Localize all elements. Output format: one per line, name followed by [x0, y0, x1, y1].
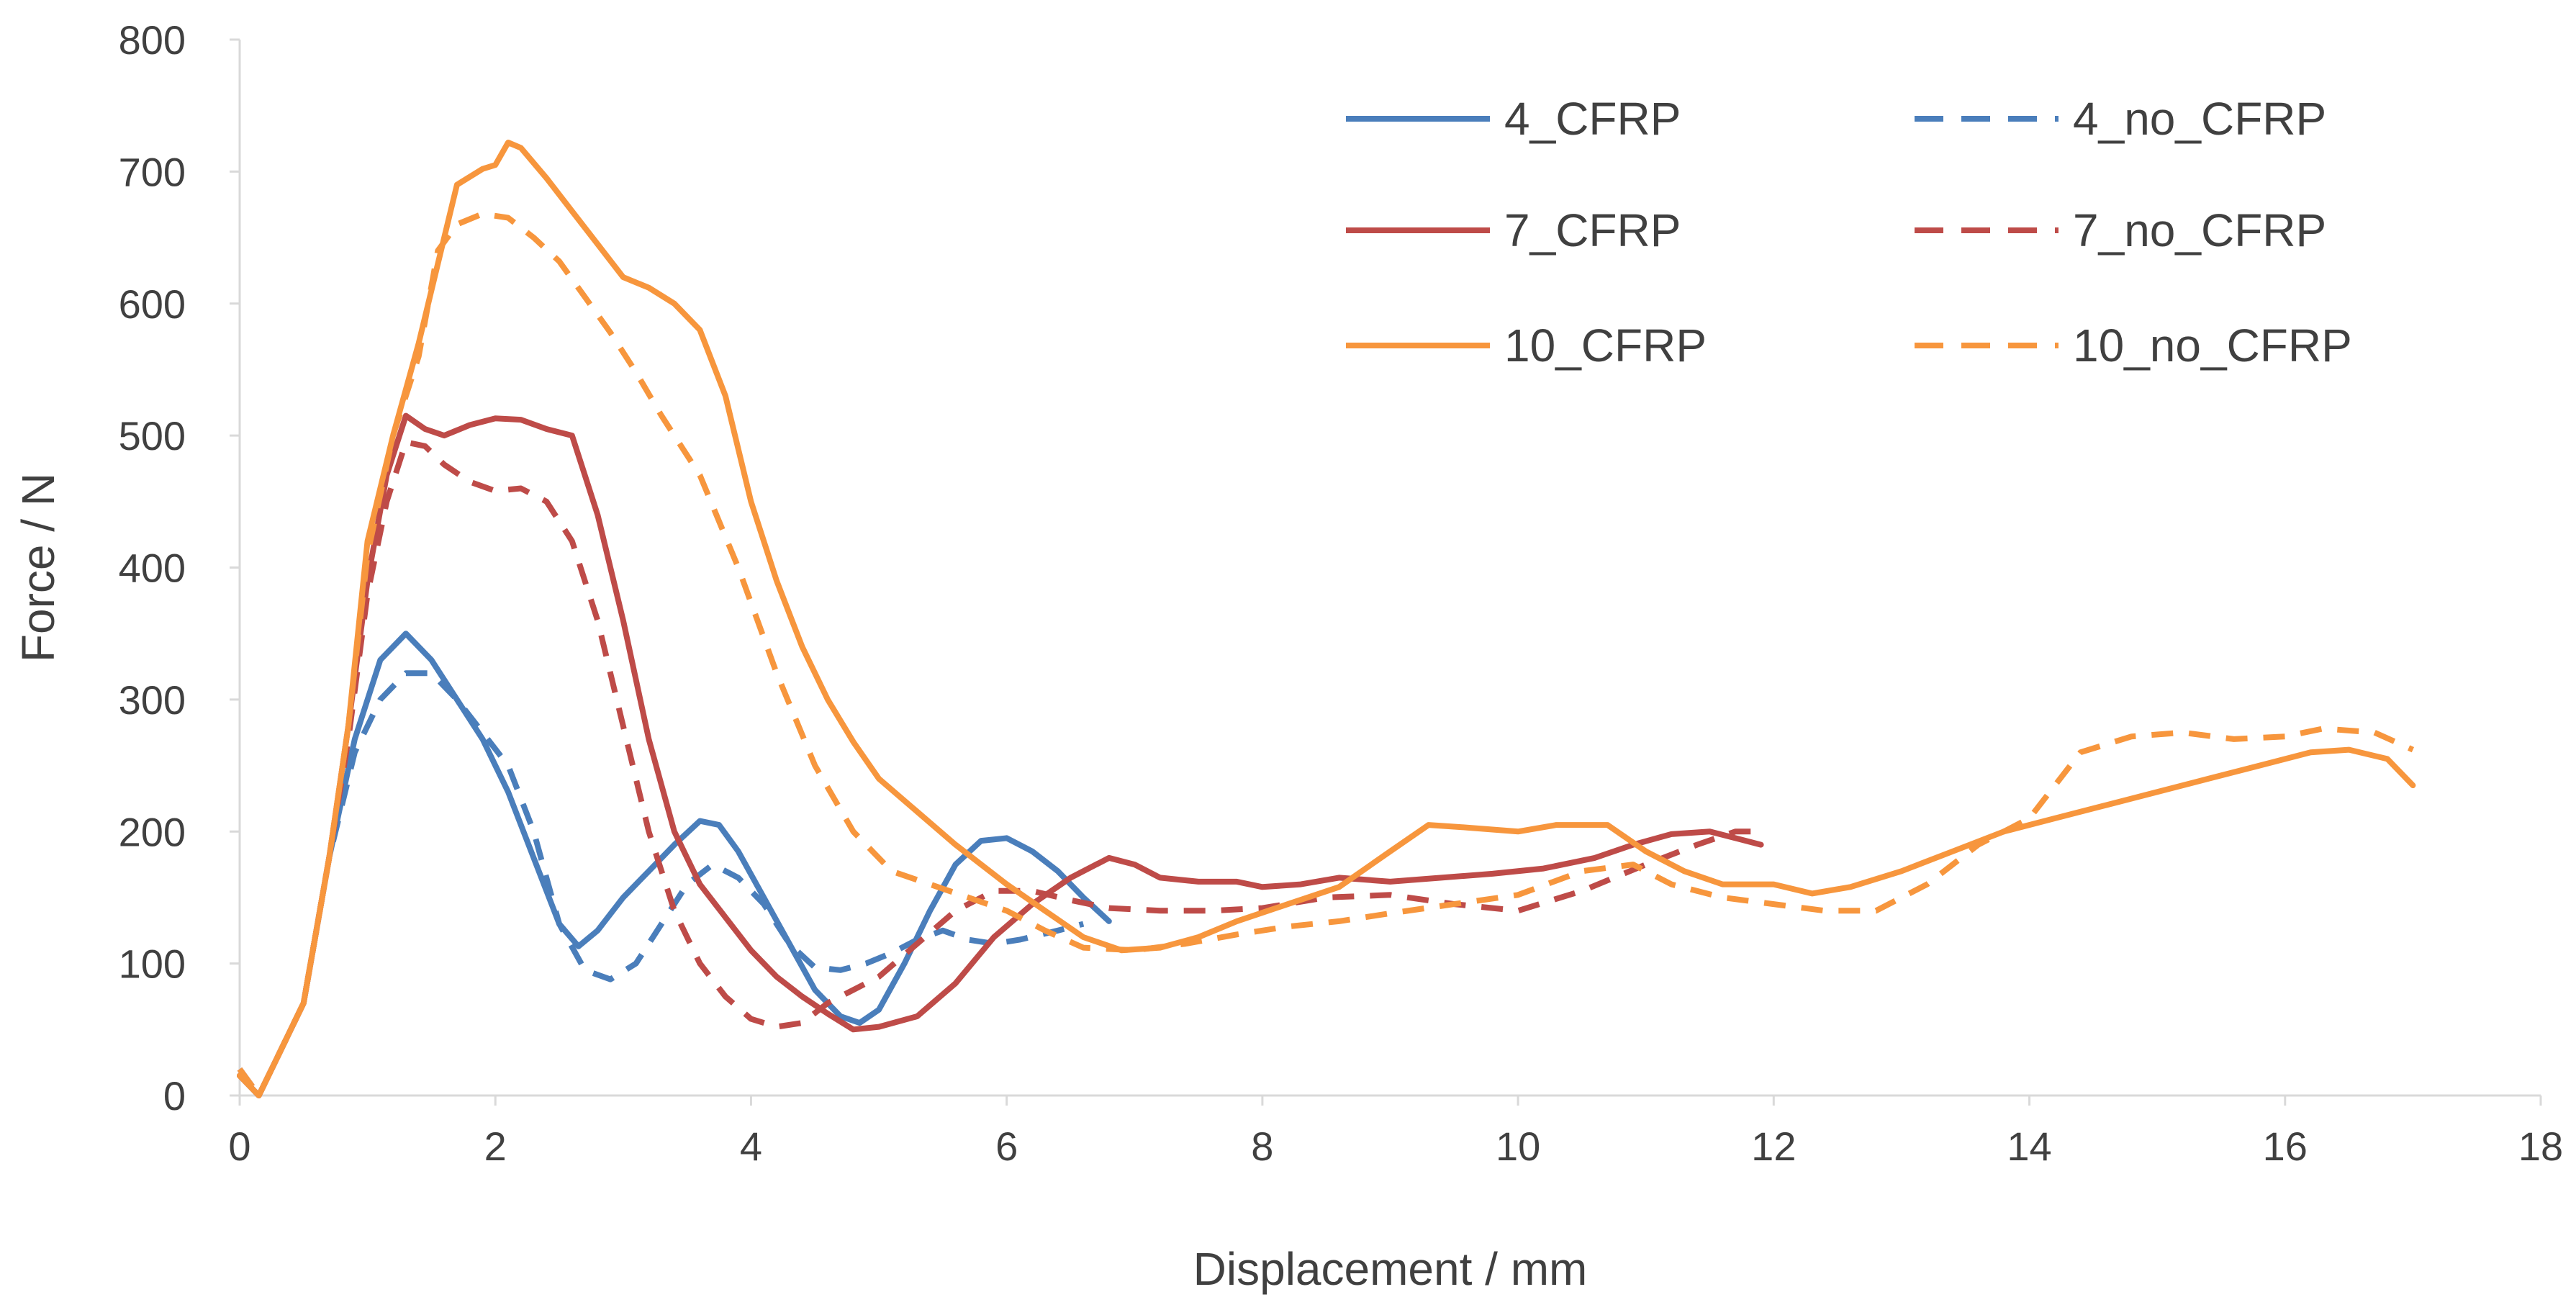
x-tick-label: 2 [484, 1124, 507, 1169]
y-tick-label: 700 [119, 149, 186, 194]
series-line-10-cfrp [237, 140, 2416, 1098]
x-tick-label: 14 [2007, 1124, 2051, 1169]
x-tick-label: 0 [228, 1124, 250, 1169]
y-tick-label: 300 [119, 677, 186, 723]
y-tick-label: 600 [119, 281, 186, 327]
y-tick-label: 0 [163, 1073, 186, 1119]
y-tick-label: 100 [119, 941, 186, 987]
x-tick-label: 8 [1251, 1124, 1273, 1169]
legend-item-7-no-cfrp: 7_no_CFRP [1915, 204, 2326, 256]
legend-item-4-no-cfrp: 4_no_CFRP [1915, 93, 2326, 145]
y-tick-label: 500 [119, 413, 186, 458]
series-line-4-no-cfrp [237, 670, 1085, 1098]
y-tick-label: 200 [119, 809, 186, 854]
legend-label: 4_no_CFRP [2073, 93, 2326, 145]
x-axis-title: Displacement / mm [1193, 1243, 1588, 1295]
y-tick-label: 800 [119, 17, 186, 63]
legend-item-7-cfrp: 7_CFRP [1346, 204, 1681, 256]
tick-labels: 0 2 4 6 8 10 12 14 16 18 0 100 200 300 400 500 600 700 800 [119, 17, 2564, 1169]
legend-label: 7_CFRP [1504, 204, 1681, 256]
x-tick-label: 6 [995, 1124, 1018, 1169]
x-tick-label: 4 [740, 1124, 762, 1169]
data-series [237, 140, 2416, 1098]
axes [230, 38, 2542, 1106]
legend: 4_CFRP 4_no_CFRP 7_CFRP 7_no_CFRP 10_CFRP 10_… [1346, 93, 2352, 371]
y-tick-label: 400 [119, 546, 186, 591]
series-line-7-no-cfrp [237, 439, 1761, 1098]
x-tick-label: 18 [2518, 1124, 2563, 1169]
legend-label: 10_no_CFRP [2073, 320, 2352, 371]
legend-label: 10_CFRP [1504, 320, 1707, 371]
series-line-4-cfrp [237, 631, 1112, 1098]
legend-item-10-no-cfrp: 10_no_CFRP [1915, 320, 2352, 371]
legend-item-4-cfrp: 4_CFRP [1346, 93, 1681, 145]
legend-label: 7_no_CFRP [2073, 204, 2326, 256]
series-line-7-cfrp [237, 412, 1764, 1098]
x-tick-label: 16 [2263, 1124, 2308, 1169]
legend-item-10-cfrp: 10_CFRP [1346, 320, 1707, 371]
x-tick-label: 10 [1496, 1124, 1540, 1169]
series-line-10-no-cfrp [237, 211, 2415, 1098]
x-tick-label: 12 [1751, 1124, 1796, 1169]
legend-label: 4_CFRP [1504, 93, 1681, 145]
y-axis-title: Force / N [12, 473, 64, 662]
